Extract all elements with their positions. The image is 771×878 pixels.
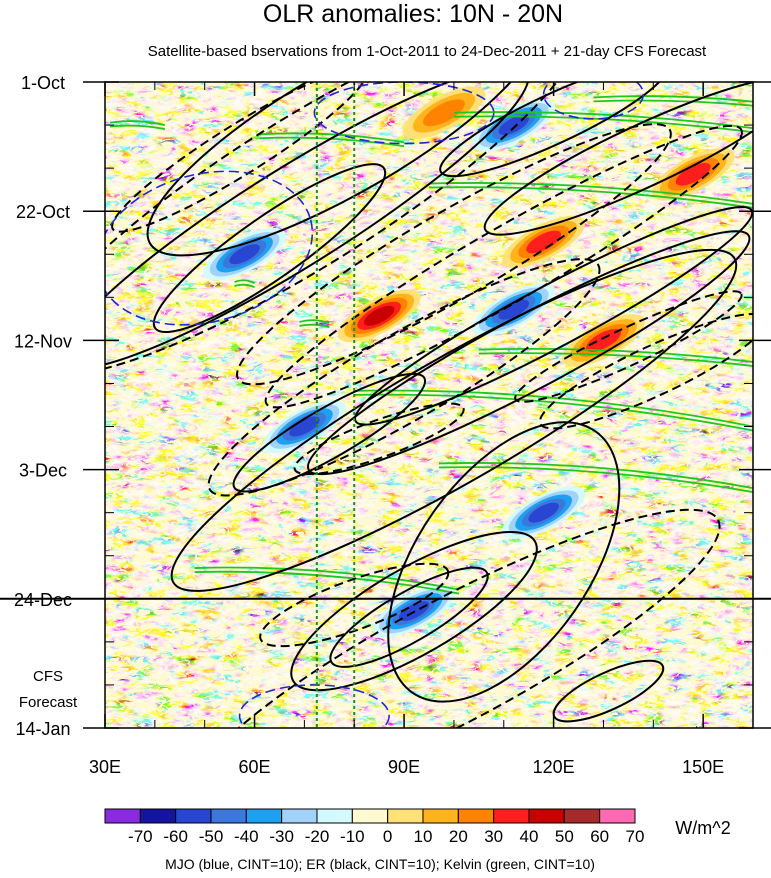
- forecast-label-line1: CFS: [33, 668, 63, 685]
- colorbar-swatch-12: [528, 808, 565, 824]
- colorbar-label-11: 40: [520, 827, 539, 846]
- colorbar-swatch-10: [457, 808, 495, 824]
- colorbar-swatch-9: [422, 808, 459, 824]
- anomaly-blob-10-3: [586, 329, 621, 352]
- mjo-contour-3: [542, 82, 645, 120]
- colorbar-label-3: -40: [234, 827, 259, 846]
- er-contour-8: [514, 290, 743, 403]
- chart-subtitle: Satellite-based bservations from 1-Oct-2…: [148, 43, 707, 60]
- anomaly-blob-1-4: [289, 416, 320, 437]
- anomaly-blob-3-4: [498, 299, 530, 320]
- kelvin-contour-3: [428, 182, 753, 209]
- kelvin-contour-0: [109, 120, 166, 130]
- anomaly-blob-8-3: [526, 230, 562, 254]
- er-contour-20: [146, 82, 542, 257]
- er-contour-18: [187, 508, 721, 728]
- colorbar-swatch-7: [351, 808, 389, 824]
- colorbar-swatch-3: [210, 808, 247, 824]
- chart-title: OLR anomalies: 10N - 20N: [263, 0, 563, 28]
- kelvin-contour-10: [234, 279, 255, 289]
- colorbar-swatch-0: [104, 808, 141, 824]
- mjo-contour-2: [238, 684, 390, 728]
- colorbar-label-13: 60: [590, 827, 609, 846]
- x-tick-label-4: 150E: [682, 757, 724, 777]
- er-contour-9: [207, 258, 601, 497]
- kelvin-contour-9: [299, 319, 330, 329]
- colorbar-label-10: 30: [484, 827, 503, 846]
- x-tick-label-2: 90E: [388, 757, 420, 777]
- colorbar: -70 -60 -50 -40 -30 -20 -10 0 10 20 30 40 50 60 70: [104, 808, 645, 846]
- colorbar-swatch-13: [563, 808, 601, 824]
- er-contour-4: [236, 123, 672, 386]
- colorbar-label-12: 50: [555, 827, 574, 846]
- er-contour-1: [105, 82, 530, 370]
- colorbar-swatch-4: [245, 808, 283, 824]
- y-tick-label-1: 22-Oct: [16, 202, 70, 222]
- colorbar-swatch-14: [599, 808, 636, 824]
- x-tick-label-1: 60E: [239, 757, 271, 777]
- kelvin-contour-7: [438, 462, 753, 493]
- colorbar-label-5: -20: [305, 827, 330, 846]
- y-tick-label-0: 1-Oct: [21, 73, 65, 93]
- plot-area: [105, 82, 753, 728]
- colorbar-swatch-5: [281, 808, 318, 824]
- anomaly-blob-7-2: [423, 99, 465, 127]
- overlay-legend: MJO (blue, CINT=10); ER (black, CINT=10)…: [165, 856, 595, 872]
- colorbar-swatch-8: [387, 808, 424, 824]
- kelvin-contour-4: [593, 95, 753, 107]
- anomaly-blob-9-3: [675, 162, 711, 186]
- er-contour-3: [111, 82, 369, 233]
- kelvin-contour-8: [194, 566, 460, 595]
- colorbar-label-1: -60: [163, 827, 188, 846]
- y-tick-label-3: 3-Dec: [19, 461, 67, 481]
- colorbar-swatch-6: [316, 808, 353, 824]
- er-contour-12: [293, 402, 465, 476]
- er-contours: [105, 82, 753, 728]
- kelvin-contour-5: [478, 347, 753, 367]
- colorbar-swatch-2: [175, 808, 212, 824]
- er-contour-2: [105, 82, 583, 377]
- colorbar-label-14: 70: [626, 827, 645, 846]
- er-contour-15: [329, 566, 489, 668]
- colorbar-label-6: -10: [340, 827, 365, 846]
- y-tick-label-5: 14-Jan: [15, 719, 70, 739]
- colorbar-units: W/m^2: [675, 818, 730, 838]
- colorbar-swatch-1: [139, 808, 177, 824]
- er-contour-10: [170, 248, 738, 592]
- mjo-contour-1: [313, 82, 495, 145]
- x-tick-label-3: 120E: [533, 757, 575, 777]
- anomaly-blob-0-4: [229, 244, 260, 265]
- colorbar-label-2: -50: [199, 827, 224, 846]
- colorbar-label-9: 20: [449, 827, 468, 846]
- plot-frame: [104, 81, 754, 729]
- er-contour-0: [152, 163, 387, 334]
- x-tick-label-0: 30E: [89, 757, 121, 777]
- er-contour-13: [538, 312, 753, 430]
- colorbar-label-8: 10: [414, 827, 433, 846]
- axes: 1-Oct 22-Oct 12-Nov 3-Dec 24-Dec 14-Jan 30E 60E…: [0, 73, 771, 777]
- forecast-label-line2: Forecast: [19, 694, 78, 711]
- anomaly-blob-5-4: [528, 502, 559, 523]
- er-contour-17: [259, 562, 450, 648]
- colorbar-label-7: 0: [383, 827, 392, 846]
- er-contour-22: [483, 82, 753, 236]
- y-tick-label-2: 12-Nov: [14, 331, 72, 351]
- er-contour-14: [387, 421, 621, 703]
- er-contour-16: [290, 530, 538, 692]
- er-contour-11: [232, 372, 427, 493]
- anomaly-blob-6-4: [363, 305, 395, 326]
- colorbar-label-0: -70: [128, 827, 153, 846]
- colorbar-swatch-11: [493, 808, 530, 824]
- anomaly-layer: [203, 86, 735, 638]
- y-tick-label-4: 24-Dec: [14, 590, 72, 610]
- er-contour-21: [439, 82, 669, 178]
- colorbar-label-4: -30: [269, 827, 294, 846]
